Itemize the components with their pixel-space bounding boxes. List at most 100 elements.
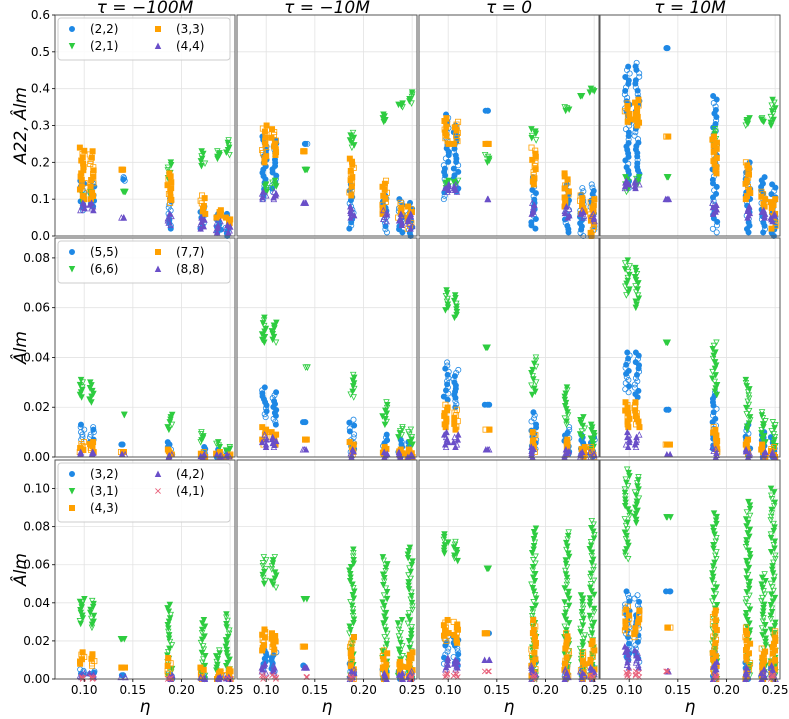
data-point [346, 439, 353, 446]
data-point [272, 584, 280, 592]
data-point [587, 664, 594, 671]
data-point [77, 376, 85, 384]
data-point [744, 603, 752, 610]
data-point [90, 167, 97, 174]
legend-label: (8,8) [176, 262, 204, 276]
x-tick-label: 0.10 [435, 683, 462, 697]
data-point [454, 177, 462, 185]
data-point [633, 668, 639, 675]
data-point [621, 489, 629, 497]
data-point [444, 295, 451, 303]
data-point [767, 531, 775, 538]
data-point [383, 431, 390, 438]
data-point [532, 166, 539, 173]
data-point [380, 111, 387, 118]
data-point [622, 399, 629, 406]
data-point [577, 592, 585, 599]
data-point [713, 405, 720, 412]
data-point [588, 181, 595, 188]
data-point [577, 192, 584, 199]
data-point [760, 219, 767, 226]
data-point [710, 633, 717, 640]
data-point [626, 286, 633, 293]
column-title: τ = 0 [486, 0, 532, 18]
data-point [79, 192, 86, 199]
data-point [217, 217, 224, 225]
panel-frame [236, 459, 418, 680]
data-point [383, 177, 390, 184]
data-point [759, 441, 766, 448]
panel-frame [599, 14, 781, 237]
data-point [88, 154, 95, 161]
data-point [758, 625, 766, 632]
data-point [622, 386, 629, 393]
legend: (2,2) (2,1) (3,3) (4,4) [57, 17, 231, 61]
x-tick-label: 0.10 [616, 683, 643, 697]
data-point [263, 153, 270, 160]
data-point [632, 77, 639, 84]
data-point [300, 596, 307, 603]
data-point [529, 606, 536, 613]
legend-label: (4,1) [176, 484, 204, 498]
data-point [531, 163, 538, 170]
data-point [770, 116, 777, 124]
data-point [590, 429, 598, 437]
data-point [482, 107, 489, 114]
data-point [770, 444, 777, 451]
data-point [631, 646, 639, 654]
data-point [713, 584, 720, 591]
data-point [767, 485, 775, 493]
data-point [760, 206, 768, 214]
data-point [664, 668, 671, 675]
data-point [532, 137, 540, 144]
data-point [712, 128, 719, 136]
data-point [632, 283, 639, 290]
data-point [632, 177, 639, 184]
data-point [623, 292, 630, 299]
data-point [442, 401, 449, 408]
data-point [771, 99, 778, 107]
data-point [530, 574, 537, 582]
data-point [222, 447, 230, 454]
data-point [743, 404, 750, 412]
data-point [712, 672, 719, 679]
data-point [262, 577, 269, 585]
data-point [271, 554, 279, 561]
data-point [197, 673, 204, 681]
data-point [455, 118, 462, 125]
data-point [590, 451, 598, 459]
data-point [350, 546, 357, 553]
data-point [530, 672, 537, 679]
data-point [399, 426, 406, 433]
data-point [383, 399, 390, 406]
data-point [762, 448, 769, 456]
data-point [712, 445, 719, 453]
data-point [226, 627, 233, 634]
data-point [444, 378, 451, 385]
data-point [712, 349, 719, 356]
data-point [455, 366, 462, 373]
data-point [742, 610, 750, 617]
data-point [528, 662, 535, 669]
legend-box [57, 17, 231, 61]
data-point [379, 204, 386, 211]
data-point [76, 381, 84, 389]
data-point [262, 140, 269, 147]
y-tick-label: 0.02 [23, 400, 50, 414]
data-point [743, 664, 750, 671]
data-point [758, 188, 765, 195]
data-point [347, 564, 355, 571]
data-point [768, 608, 776, 616]
data-point [625, 389, 632, 396]
data-point [710, 142, 717, 149]
data-point [452, 152, 459, 159]
data-point [742, 159, 749, 166]
data-point [772, 105, 779, 112]
data-point [222, 214, 229, 221]
data-point [200, 656, 207, 663]
data-point [201, 662, 209, 670]
data-point [622, 126, 629, 133]
data-point [631, 384, 638, 391]
data-point [117, 673, 124, 681]
data-point [347, 659, 354, 666]
